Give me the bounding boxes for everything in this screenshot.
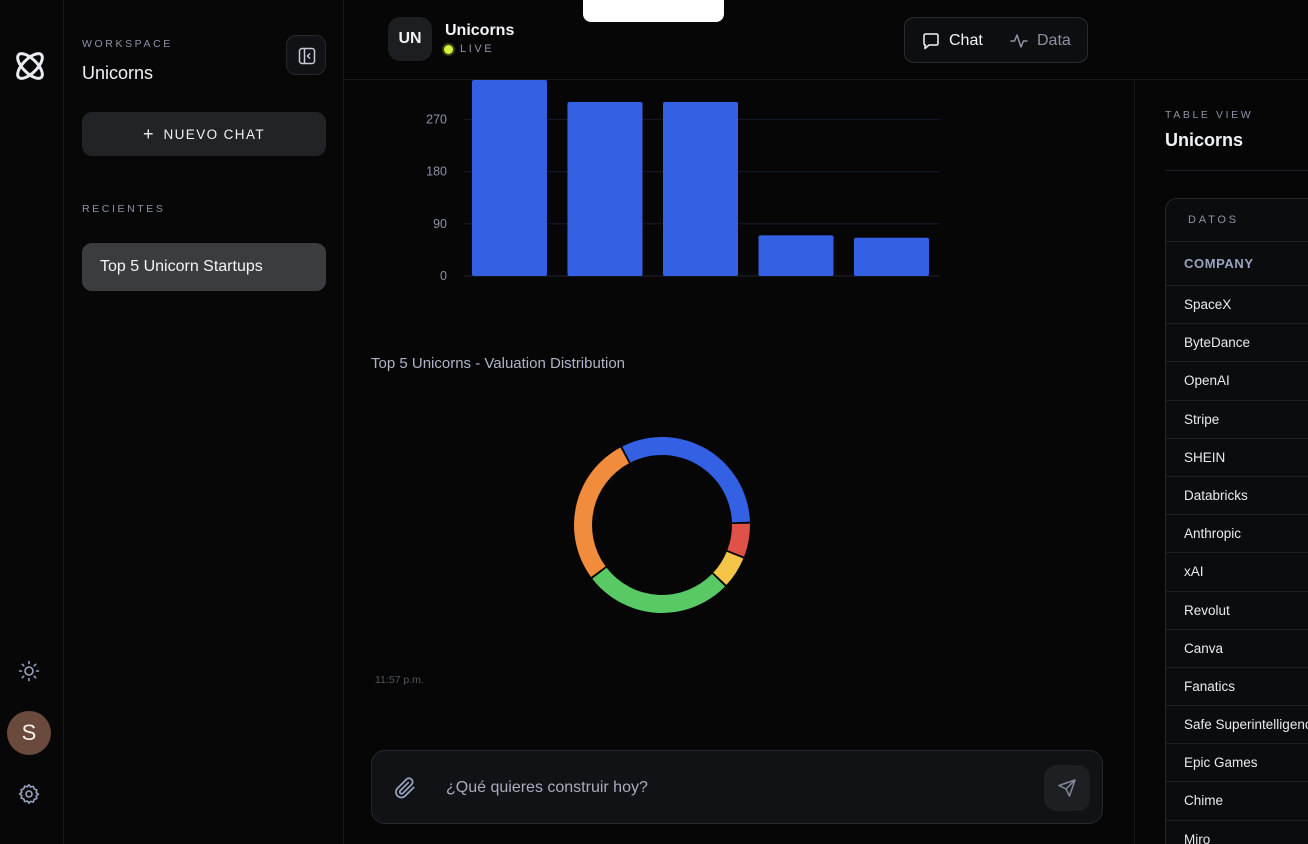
donut-chart bbox=[574, 437, 750, 613]
donut-slice[interactable] bbox=[622, 437, 750, 523]
chat-area: 0 90 180 270 Top 5 Unicorns - Valuation Dis… bbox=[344, 80, 1134, 844]
window-notch bbox=[583, 0, 724, 22]
bar-chart: 0 90 180 270 bbox=[426, 80, 940, 283]
table-row[interactable]: Canva bbox=[1166, 630, 1308, 668]
live-status: LIVE bbox=[444, 43, 494, 55]
table-row[interactable]: Chime bbox=[1166, 782, 1308, 821]
workspace-kicker: WORKSPACE bbox=[82, 38, 173, 50]
table-row[interactable]: SpaceX bbox=[1166, 286, 1308, 325]
table-row[interactable]: xAI bbox=[1166, 553, 1308, 592]
table-row[interactable]: OpenAI bbox=[1166, 362, 1308, 401]
bar[interactable] bbox=[758, 235, 834, 276]
donut-slice[interactable] bbox=[592, 567, 725, 613]
bar[interactable] bbox=[567, 102, 643, 276]
message-input[interactable] bbox=[446, 775, 1006, 801]
y-tick-label: 0 bbox=[440, 269, 447, 283]
table-row[interactable]: Safe Superintelligence bbox=[1166, 706, 1308, 745]
activity-icon bbox=[1010, 34, 1028, 48]
tab-data[interactable]: Data bbox=[1009, 28, 1071, 54]
send-button[interactable] bbox=[1044, 765, 1090, 811]
y-tick-label: 270 bbox=[426, 112, 447, 126]
table-view-panel: TABLE VIEW Unicorns DATOS COMPANY SpaceX… bbox=[1134, 80, 1308, 844]
new-chat-button[interactable]: + NUEVO CHAT bbox=[82, 112, 326, 156]
table-row[interactable]: ByteDance bbox=[1166, 324, 1308, 363]
chat-header: UN Unicorns LIVE Chat Data bbox=[344, 0, 1308, 80]
tab-data-label: Data bbox=[1037, 32, 1071, 49]
y-tick-label: 90 bbox=[433, 217, 447, 231]
plus-icon: + bbox=[142, 124, 154, 144]
data-table: DATOS COMPANY SpaceX ByteDance OpenAI Strip… bbox=[1165, 198, 1308, 844]
table-row[interactable]: Anthropic bbox=[1166, 515, 1308, 554]
table-view-title: Unicorns bbox=[1165, 130, 1244, 150]
pie-chart-title: Top 5 Unicorns - Valuation Distribution bbox=[371, 355, 626, 372]
recent-kicker: RECIENTES bbox=[82, 203, 166, 215]
bar[interactable] bbox=[472, 80, 547, 276]
divider bbox=[1165, 170, 1308, 171]
message-timestamp: 11:57 p.m. bbox=[375, 674, 424, 686]
table-row[interactable]: SHEIN bbox=[1166, 439, 1308, 477]
table-row[interactable]: Stripe bbox=[1166, 401, 1308, 439]
table-row[interactable]: Miro bbox=[1166, 821, 1308, 844]
tab-chat[interactable]: Chat bbox=[921, 28, 983, 54]
workspace-sidebar: WORKSPACE Unicorns + NUEVO CHAT RECIENTE… bbox=[64, 0, 344, 844]
gear-icon[interactable] bbox=[17, 782, 41, 806]
chat-bubble-icon bbox=[923, 33, 939, 50]
table-view-kicker: TABLE VIEW bbox=[1165, 109, 1254, 121]
column-header-company[interactable]: COMPANY bbox=[1166, 242, 1308, 286]
table-row[interactable]: Databricks bbox=[1166, 477, 1308, 516]
bar[interactable] bbox=[663, 102, 738, 276]
table-row[interactable]: Fanatics bbox=[1166, 668, 1308, 707]
table-row[interactable]: Epic Games bbox=[1166, 744, 1308, 783]
view-switcher: Chat Data bbox=[904, 17, 1088, 63]
collapse-sidebar-button[interactable] bbox=[286, 35, 326, 75]
icon-rail: S bbox=[0, 0, 64, 844]
workspace-badge: UN bbox=[388, 17, 432, 61]
new-chat-label: NUEVO CHAT bbox=[163, 126, 266, 142]
atom-logo-icon[interactable] bbox=[10, 46, 50, 86]
donut-slice[interactable] bbox=[574, 447, 629, 578]
table-card-header: DATOS bbox=[1166, 199, 1308, 242]
table-row[interactable]: Revolut bbox=[1166, 592, 1308, 630]
sidebar-toggle-icon bbox=[298, 47, 316, 65]
bar[interactable] bbox=[854, 237, 929, 276]
header-title: Unicorns bbox=[445, 22, 515, 39]
recent-chat-item[interactable]: Top 5 Unicorn Startups bbox=[82, 243, 326, 291]
workspace-name: Unicorns bbox=[82, 63, 154, 83]
donut-slice[interactable] bbox=[713, 551, 744, 585]
y-tick-label: 180 bbox=[426, 165, 447, 179]
tab-chat-label: Chat bbox=[949, 32, 983, 49]
donut-slice[interactable] bbox=[727, 523, 750, 557]
send-icon bbox=[1058, 779, 1076, 797]
paperclip-icon[interactable] bbox=[392, 775, 418, 801]
message-composer bbox=[371, 750, 1103, 824]
live-dot-icon bbox=[444, 44, 453, 54]
live-label: LIVE bbox=[460, 43, 495, 55]
avatar[interactable]: S bbox=[7, 711, 51, 755]
sun-icon[interactable] bbox=[17, 659, 41, 683]
